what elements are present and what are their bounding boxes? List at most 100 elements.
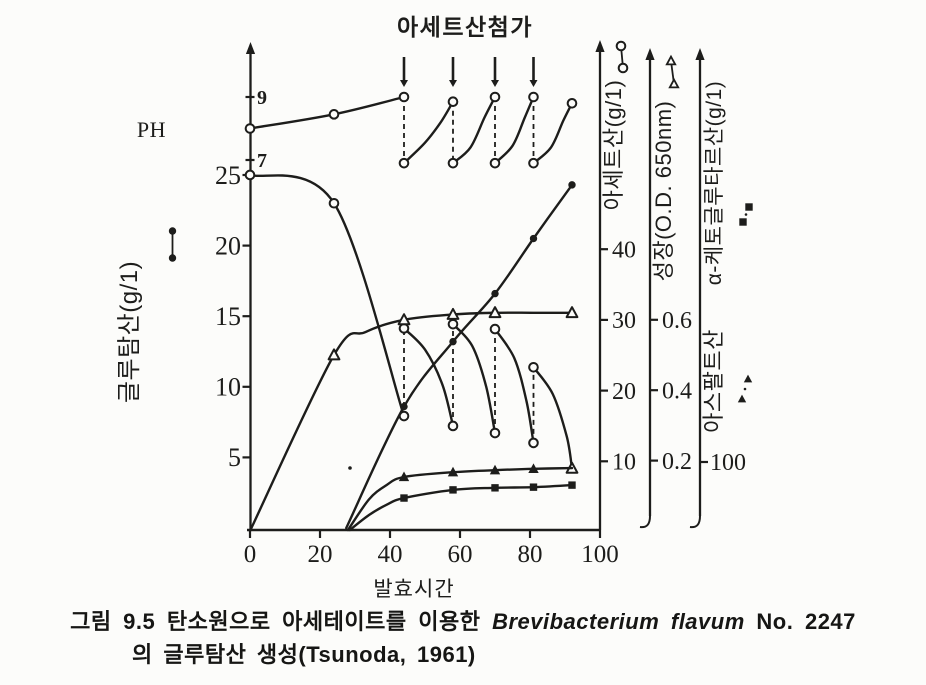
series-path <box>348 483 574 532</box>
series-growth <box>248 306 579 533</box>
open-circle-marker <box>447 157 459 169</box>
akg-legend-marker <box>739 203 753 226</box>
axis-label-od: 성장(O.D. 650nm) <box>651 101 676 282</box>
series-path <box>248 173 406 418</box>
tick-label: 30 <box>612 308 636 334</box>
open-circle-marker <box>328 197 340 209</box>
open-circle-marker <box>617 62 629 74</box>
od-axis-arrowhead <box>645 48 655 60</box>
filled-square-marker <box>400 494 408 502</box>
tick-label: 20 <box>612 379 636 405</box>
open-circle-marker <box>447 96 459 108</box>
tick-label: 40 <box>612 237 636 263</box>
series-path <box>248 311 574 533</box>
x-tick-label: 80 <box>518 541 543 568</box>
akg-axis-foot <box>689 515 701 529</box>
caption-text-before-species: 그림 9.5 탄소원으로 아세테이트를 이용한 <box>70 609 481 634</box>
series-path <box>346 466 574 532</box>
filled-triangle-marker <box>398 471 410 482</box>
filled-circle-marker <box>449 337 457 346</box>
tick-label: 10 <box>612 449 636 475</box>
series-path <box>451 322 497 435</box>
open-triangle-sm-marker <box>665 54 677 66</box>
open-circle-marker <box>447 420 459 432</box>
series-path <box>493 95 535 165</box>
filled-square-marker <box>529 483 538 491</box>
axis-label-ace: 아세트산(g/1) <box>601 80 626 211</box>
caption-line-1: 그림 9.5 탄소원으로 아세테이트를 이용한 Brevibacterium f… <box>0 606 926 639</box>
od-axis-foot <box>639 515 651 529</box>
series-path <box>248 95 406 130</box>
open-triangle-marker <box>397 313 411 326</box>
legend-dot <box>744 213 748 216</box>
akg-axis-arrowhead <box>695 48 705 60</box>
axis-label-asp: 아스팔트산 <box>701 329 726 433</box>
tick-label: 0.6 <box>662 308 692 334</box>
left-axis-arrowhead <box>245 42 256 54</box>
caption-line-2: 의 글루탐산 생성(Tsunoda, 1961) <box>132 641 476 667</box>
tick-label: 15 <box>215 302 241 331</box>
filled-circle-marker <box>168 254 177 262</box>
tick-label: 0.2 <box>662 449 692 475</box>
acetate-axis-arrowhead <box>595 40 605 52</box>
open-triangle-marker <box>565 306 579 319</box>
filled-circle-marker <box>529 234 538 243</box>
growth-legend-marker <box>665 54 680 89</box>
x-tick-label: 40 <box>378 541 403 568</box>
series-path <box>532 102 574 165</box>
axis-labels: PH 글루탐산(g/1) 아세트산(g/1) 성장(O.D. 650nm) α-케토글루… <box>116 80 726 601</box>
filled-triangle-marker <box>489 464 501 475</box>
open-circle-marker <box>615 40 627 52</box>
open-circle-marker <box>447 318 459 330</box>
open-circle-marker <box>328 109 340 120</box>
filled-circle-marker <box>400 402 408 411</box>
open-triangle-sm-marker <box>668 77 680 89</box>
series-alpha-ketoglutarate <box>348 481 576 532</box>
acetate-addition-annotation: 아세트산첨가 <box>397 14 538 87</box>
axis-ticks: 9 7 25 20 15 10 5 40 30 20 10 0.6 0.4 0.2 100 0 20 40 60 80… <box>215 87 746 568</box>
filled-circle-marker <box>568 181 576 189</box>
open-circle-marker <box>398 91 410 103</box>
tick-label: 9 <box>257 87 267 109</box>
open-circle-marker <box>398 157 410 169</box>
series-path <box>402 327 455 428</box>
series-path <box>451 95 497 165</box>
series-acetate <box>244 169 579 474</box>
tick-label: 10 <box>215 373 241 402</box>
series-path <box>345 183 574 530</box>
glutamate-legend-marker <box>168 227 177 262</box>
series-path <box>402 100 455 165</box>
x-tick-label: 20 <box>308 541 333 568</box>
open-circle-marker <box>566 98 578 109</box>
open-circle-marker <box>489 157 501 169</box>
tick-label: 7 <box>257 150 267 172</box>
figure-caption: 그림 9.5 탄소원으로 아세테이트를 이용한 Brevibacterium f… <box>0 606 926 671</box>
tick-label: 25 <box>215 161 241 190</box>
aspartate-legend-marker <box>737 374 753 403</box>
open-circle-marker <box>528 157 539 169</box>
tick-label: 0.4 <box>662 378 692 404</box>
filled-triangle-sm-marker <box>743 374 753 383</box>
down-arrow <box>491 57 499 87</box>
x-axis-label: 발효시간 <box>373 578 454 601</box>
filled-square-marker <box>491 484 499 492</box>
tick-label: 20 <box>215 231 241 260</box>
filled-square-marker <box>568 481 576 489</box>
open-triangle-marker <box>488 306 502 319</box>
tick-label: 5 <box>228 443 241 472</box>
open-circle-marker <box>528 361 539 373</box>
series-aspartate <box>346 463 574 532</box>
caption-strain-number: No. 2247 <box>756 609 856 634</box>
open-triangle-marker <box>446 307 460 320</box>
open-circle-marker <box>489 427 501 439</box>
filled-triangle-marker <box>528 463 539 473</box>
open-circle-marker <box>528 91 539 103</box>
down-arrow <box>449 57 457 87</box>
x-tick-label: 0 <box>244 541 257 568</box>
filled-square-marker <box>745 203 753 211</box>
series-path <box>493 327 535 445</box>
down-arrow <box>400 57 408 87</box>
legend-glyphs <box>168 40 753 403</box>
open-circle-marker <box>244 169 256 181</box>
filled-square-marker <box>739 218 747 226</box>
